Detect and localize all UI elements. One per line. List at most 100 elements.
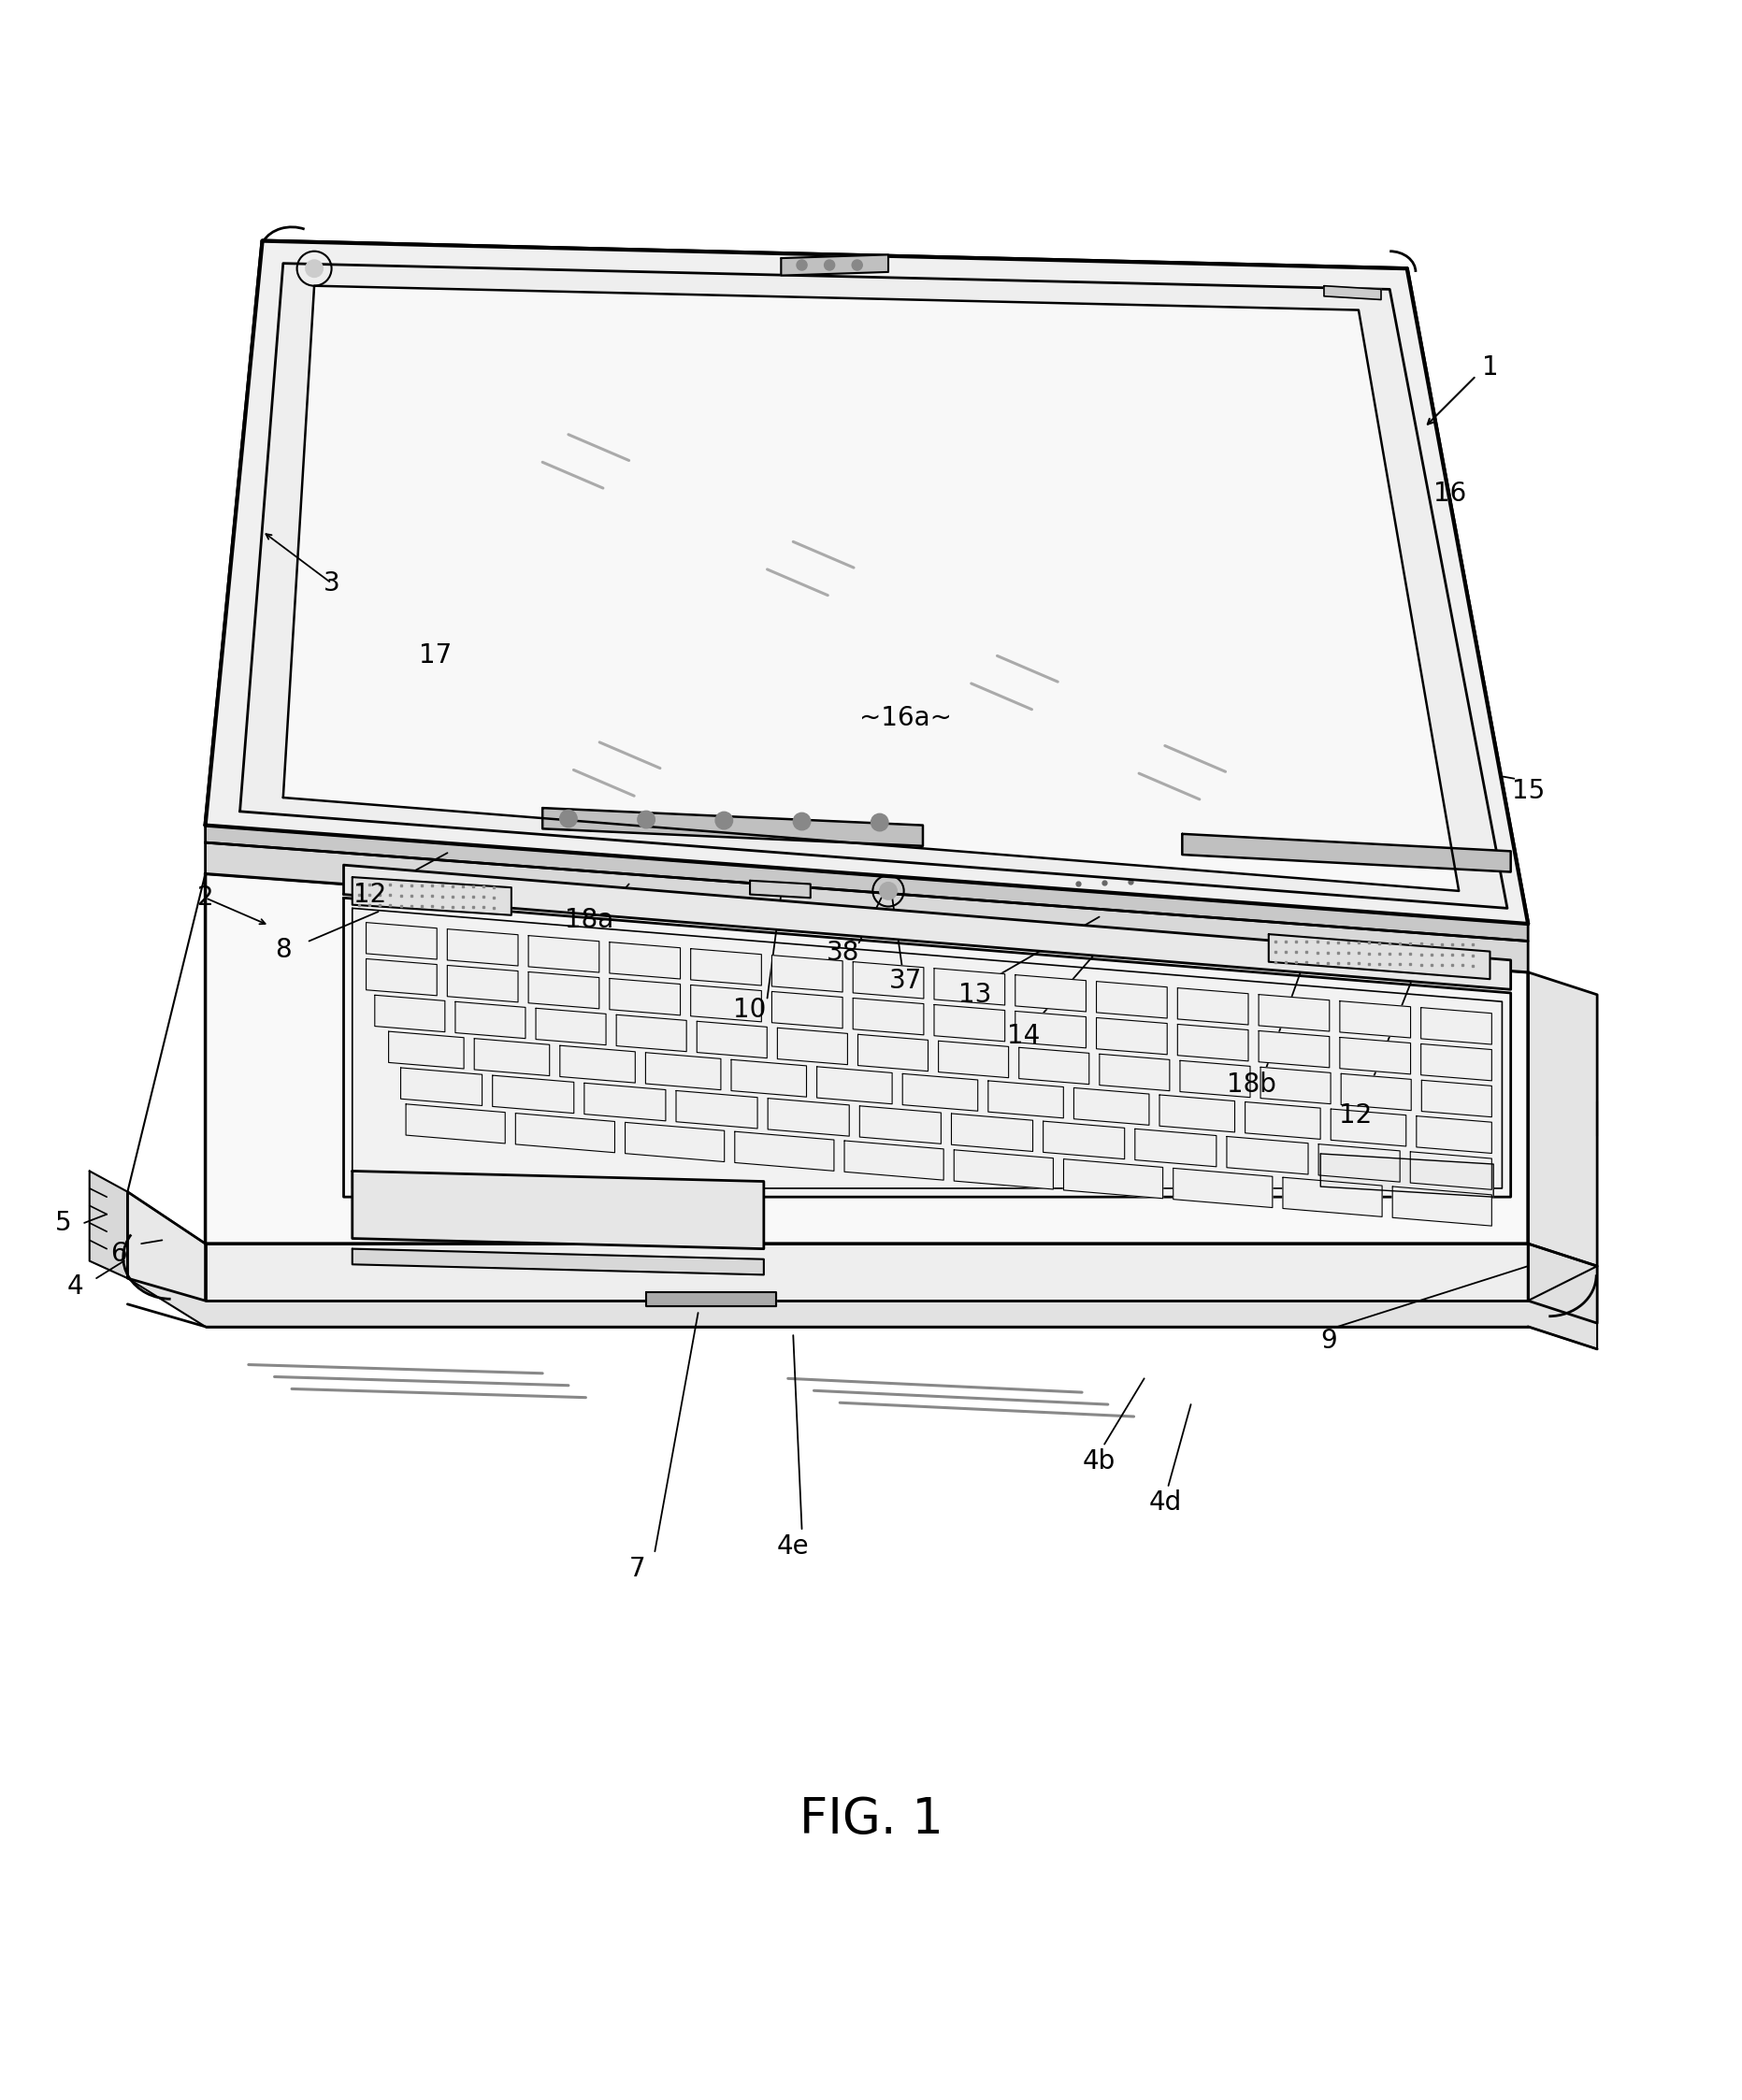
Polygon shape	[537, 1008, 606, 1046]
Polygon shape	[343, 899, 1510, 1197]
Polygon shape	[1261, 1067, 1331, 1105]
Polygon shape	[845, 1140, 944, 1180]
Polygon shape	[902, 1073, 977, 1111]
Polygon shape	[448, 966, 517, 1002]
Polygon shape	[1096, 981, 1167, 1018]
Text: 6: 6	[111, 1241, 127, 1266]
Polygon shape	[1099, 1054, 1169, 1090]
Polygon shape	[1172, 1168, 1272, 1207]
Polygon shape	[1246, 1102, 1320, 1138]
Polygon shape	[1183, 834, 1510, 871]
Text: 12: 12	[1338, 1102, 1371, 1130]
Polygon shape	[1319, 1144, 1401, 1182]
Polygon shape	[388, 1031, 463, 1069]
Polygon shape	[206, 242, 1528, 924]
Polygon shape	[1421, 1008, 1491, 1044]
Text: 4d: 4d	[1148, 1489, 1181, 1516]
Polygon shape	[625, 1121, 725, 1161]
Polygon shape	[697, 1021, 766, 1058]
Text: 9: 9	[1320, 1327, 1338, 1354]
Polygon shape	[1282, 1178, 1381, 1216]
Polygon shape	[343, 865, 1510, 989]
Circle shape	[871, 813, 888, 832]
Polygon shape	[206, 1243, 1528, 1300]
Polygon shape	[1016, 974, 1085, 1012]
Polygon shape	[1259, 1031, 1329, 1067]
Polygon shape	[1064, 1159, 1164, 1199]
Polygon shape	[854, 997, 923, 1035]
Polygon shape	[939, 1042, 1009, 1077]
Polygon shape	[817, 1067, 892, 1105]
Polygon shape	[448, 928, 517, 966]
Polygon shape	[206, 842, 1528, 972]
Text: 16: 16	[1434, 481, 1467, 506]
Polygon shape	[1096, 1018, 1167, 1054]
Circle shape	[716, 813, 733, 830]
Polygon shape	[988, 1082, 1063, 1117]
Polygon shape	[584, 1084, 665, 1121]
Text: 1: 1	[1482, 355, 1498, 380]
Polygon shape	[1416, 1115, 1491, 1153]
Polygon shape	[1324, 286, 1381, 300]
Polygon shape	[352, 1172, 763, 1249]
Polygon shape	[1160, 1094, 1235, 1132]
Polygon shape	[1259, 995, 1329, 1031]
Text: 8: 8	[275, 937, 291, 962]
Polygon shape	[352, 878, 512, 916]
Polygon shape	[375, 995, 444, 1031]
Polygon shape	[735, 1132, 834, 1172]
Circle shape	[305, 260, 322, 277]
Polygon shape	[854, 962, 923, 1000]
Text: 3: 3	[324, 569, 340, 596]
Polygon shape	[732, 1060, 807, 1096]
Polygon shape	[955, 1151, 1054, 1189]
Polygon shape	[528, 972, 599, 1008]
Polygon shape	[401, 1067, 483, 1105]
Polygon shape	[1268, 934, 1489, 979]
Polygon shape	[780, 254, 888, 275]
Polygon shape	[516, 1113, 615, 1153]
Circle shape	[796, 260, 807, 271]
Text: 17: 17	[418, 643, 451, 670]
Polygon shape	[1421, 1044, 1491, 1082]
Circle shape	[880, 882, 897, 899]
Polygon shape	[857, 1035, 928, 1071]
Text: 5: 5	[56, 1210, 71, 1237]
Polygon shape	[768, 1098, 850, 1136]
Polygon shape	[1528, 1243, 1597, 1323]
Polygon shape	[1136, 1130, 1216, 1168]
Polygon shape	[690, 985, 761, 1023]
Text: 38: 38	[827, 941, 861, 966]
Polygon shape	[284, 286, 1458, 890]
Polygon shape	[127, 1193, 206, 1300]
Circle shape	[824, 260, 834, 271]
Polygon shape	[772, 956, 843, 991]
Polygon shape	[366, 960, 437, 995]
Polygon shape	[352, 907, 1502, 1189]
Polygon shape	[559, 1046, 636, 1084]
Polygon shape	[951, 1113, 1033, 1151]
Text: 13: 13	[958, 981, 991, 1008]
Polygon shape	[610, 979, 681, 1014]
Polygon shape	[1392, 1186, 1491, 1226]
Polygon shape	[1340, 1002, 1411, 1037]
Polygon shape	[206, 874, 1528, 1243]
Polygon shape	[1179, 1060, 1251, 1098]
Text: 2: 2	[197, 884, 214, 911]
Polygon shape	[617, 1014, 686, 1052]
Polygon shape	[1320, 1153, 1493, 1197]
Text: 14: 14	[1007, 1023, 1040, 1050]
Text: 10: 10	[733, 997, 766, 1023]
Polygon shape	[1043, 1121, 1125, 1159]
Circle shape	[852, 260, 862, 271]
Polygon shape	[1528, 972, 1597, 1266]
Polygon shape	[777, 1027, 848, 1065]
Polygon shape	[406, 1105, 505, 1142]
Polygon shape	[1340, 1037, 1411, 1075]
Polygon shape	[1178, 987, 1249, 1025]
Polygon shape	[455, 1002, 526, 1040]
Text: 4b: 4b	[1084, 1449, 1115, 1474]
Text: 4: 4	[68, 1275, 84, 1300]
Polygon shape	[1073, 1088, 1150, 1126]
Polygon shape	[772, 991, 843, 1029]
